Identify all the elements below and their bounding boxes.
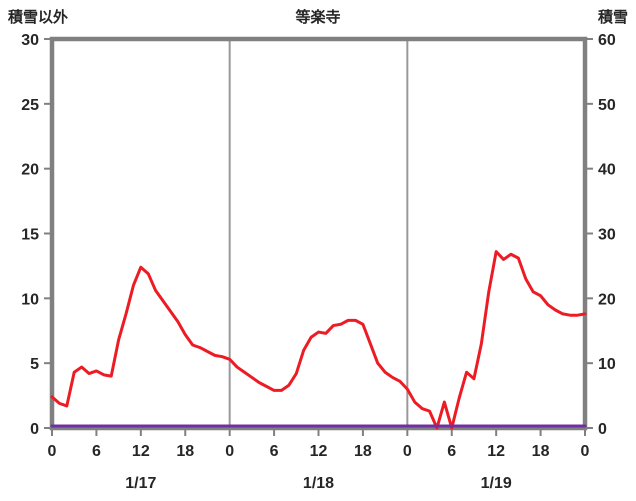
x-tick-label: 6	[92, 443, 101, 460]
right-axis-title: 積雪	[597, 9, 628, 26]
y-left-tick-label: 10	[21, 291, 39, 308]
x-tick-label: 12	[310, 443, 328, 460]
plot-frame	[49, 36, 588, 431]
x-tick-label: 6	[270, 443, 279, 460]
y-right-tick-label: 40	[598, 162, 616, 179]
date-label: 1/17	[125, 475, 156, 492]
x-tick-label: 12	[487, 443, 505, 460]
plot-area	[52, 39, 585, 428]
y-left-tick-label: 20	[21, 162, 39, 179]
x-tick-label: 6	[447, 443, 456, 460]
x-tick-label: 18	[532, 443, 550, 460]
x-tick-label: 18	[176, 443, 194, 460]
y-left-tick-label: 15	[21, 227, 39, 244]
x-tick-label: 0	[581, 443, 590, 460]
x-tick-label: 18	[354, 443, 372, 460]
y-left-tick-label: 5	[30, 356, 39, 373]
y-left-tick-label: 25	[21, 97, 39, 114]
chart-title: 等楽寺	[295, 9, 341, 26]
y-left-tick-label: 30	[21, 32, 39, 49]
y-left-tick-label: 0	[30, 421, 39, 438]
y-right-tick-label: 10	[598, 356, 616, 373]
x-tick-label: 0	[403, 443, 412, 460]
date-label: 1/19	[481, 475, 512, 492]
x-tick-label: 0	[48, 443, 57, 460]
left-axis-title: 積雪以外	[8, 9, 69, 26]
y-right-tick-label: 60	[598, 32, 616, 49]
x-tick-label: 0	[225, 443, 234, 460]
y-right-tick-label: 30	[598, 227, 616, 244]
x-tick-label: 12	[132, 443, 150, 460]
date-label: 1/18	[303, 475, 334, 492]
y-right-tick-label: 50	[598, 97, 616, 114]
y-right-tick-label: 0	[598, 421, 607, 438]
y-right-tick-label: 20	[598, 291, 616, 308]
series-line-non-snow	[50, 250, 587, 430]
